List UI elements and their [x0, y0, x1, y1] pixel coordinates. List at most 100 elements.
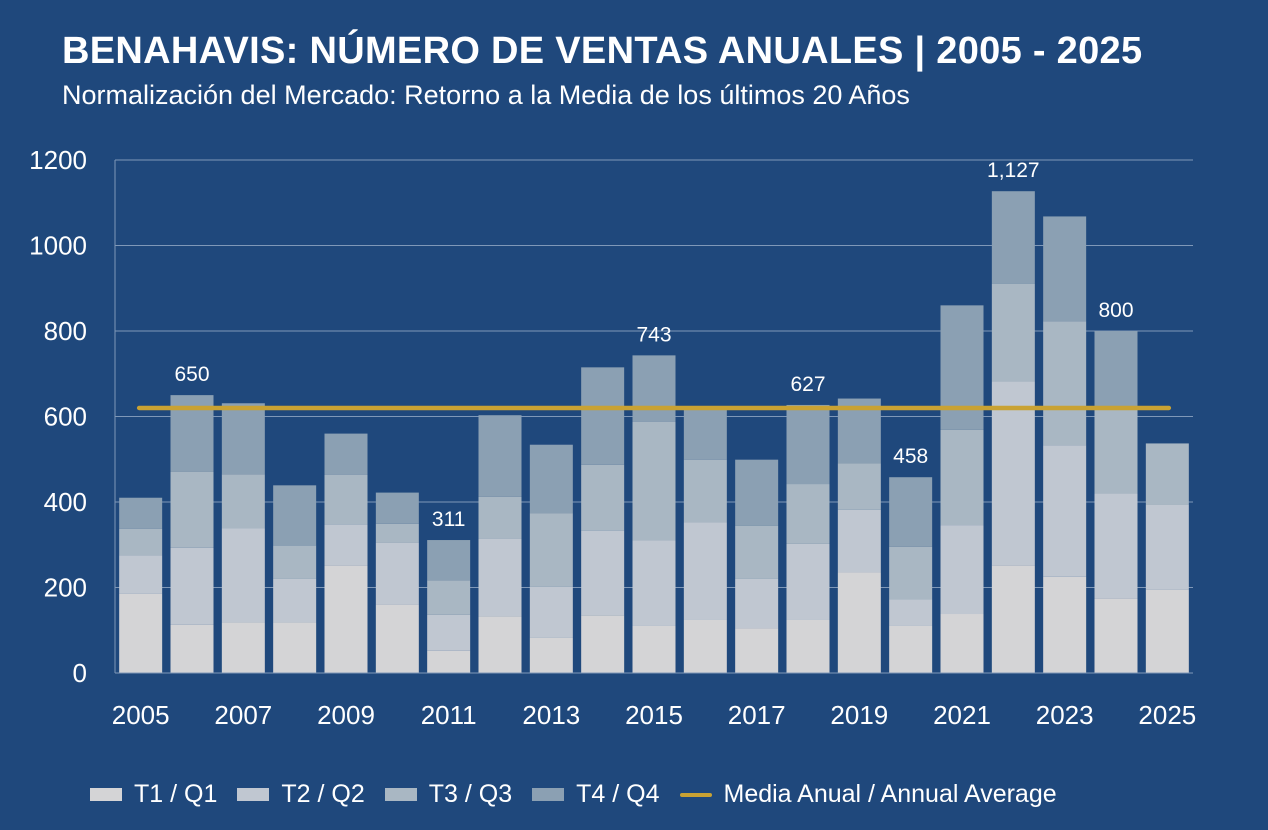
data-label-2024: 800 — [1098, 299, 1133, 322]
y-tick-label-1200: 1200 — [29, 145, 87, 175]
bar-2023-q3 — [1043, 321, 1087, 446]
bar-2010-q2 — [375, 542, 419, 605]
legend-swatch-q4 — [532, 788, 565, 801]
x-tick-label-2025: 2025 — [1138, 700, 1196, 730]
x-tick-label-2011: 2011 — [421, 700, 477, 730]
bar-2007-q3 — [221, 474, 265, 529]
bar-2012-q1 — [478, 616, 522, 673]
bar-2012-q4 — [478, 415, 522, 497]
bar-2008-q2 — [273, 578, 317, 623]
x-tick-label-2019: 2019 — [830, 700, 888, 730]
y-tick-label-600: 600 — [44, 402, 87, 432]
y-tick-label-200: 200 — [44, 573, 87, 603]
x-tick-label-2005: 2005 — [112, 700, 170, 730]
x-tick-label-2021: 2021 — [933, 700, 991, 730]
bar-2022-q4 — [991, 191, 1035, 284]
bar-2025-q3 — [1145, 443, 1189, 505]
bar-2005-q4 — [119, 497, 163, 529]
bar-2007-q1 — [221, 622, 265, 673]
legend-item-q2: T2 / Q2 — [237, 780, 365, 809]
bar-2007-q4 — [221, 403, 265, 475]
bar-2014-q1 — [581, 615, 625, 673]
bar-2024-q1 — [1094, 598, 1138, 673]
bar-2009-q4 — [324, 433, 368, 475]
data-label-2006: 650 — [174, 363, 209, 386]
bar-2025-q2 — [1145, 504, 1189, 590]
bar-2016-q1 — [683, 619, 727, 673]
x-tick-label-2009: 2009 — [317, 700, 375, 730]
data-label-2011: 311 — [432, 508, 465, 531]
legend-item-q4: T4 / Q4 — [532, 780, 660, 809]
bar-2016-q4 — [683, 406, 727, 460]
bar-2021-q2 — [940, 525, 984, 615]
x-tick-label-2017: 2017 — [728, 700, 786, 730]
bar-2015-q1 — [632, 625, 676, 673]
bar-2011-q3 — [427, 580, 471, 615]
x-tick-label-2015: 2015 — [625, 700, 683, 730]
bar-2013-q4 — [529, 444, 573, 514]
bar-2006-q3 — [170, 471, 214, 548]
bar-2024-q2 — [1094, 493, 1138, 599]
bar-2018-q2 — [786, 543, 830, 620]
x-tick-label-2007: 2007 — [214, 700, 272, 730]
chart-title: BENAHAVIS: NÚMERO DE VENTAS ANUALES | 20… — [62, 30, 1143, 72]
bar-2019-q2 — [837, 509, 881, 573]
legend-item-q3: T3 / Q3 — [384, 780, 513, 809]
legend-label-q1: T1 / Q1 — [134, 780, 218, 808]
chart-subtitle: Normalización del Mercado: Retorno a la … — [62, 80, 910, 110]
bar-2014-q3 — [581, 464, 625, 531]
legend-label-q2: T2 / Q2 — [281, 780, 365, 808]
bar-2009-q2 — [324, 524, 368, 566]
bar-2022-q2 — [991, 381, 1035, 566]
legend-swatch-average — [679, 792, 712, 797]
bar-2023-q4 — [1043, 216, 1087, 322]
bar-2015-q3 — [632, 421, 676, 541]
bar-2008-q4 — [273, 485, 317, 546]
bar-2024-q4 — [1094, 331, 1138, 410]
bar-2011-q2 — [427, 614, 471, 651]
y-tick-label-0: 0 — [73, 658, 87, 688]
bar-2008-q3 — [273, 545, 317, 579]
bar-2013-q3 — [529, 513, 573, 587]
bar-2011-q1 — [427, 650, 471, 673]
bar-2015-q4 — [632, 355, 676, 422]
bar-2010-q3 — [375, 523, 419, 543]
bar-2020-q2 — [889, 599, 933, 626]
bar-2006-q1 — [170, 624, 214, 673]
bar-2020-q3 — [889, 546, 933, 600]
bar-2007-q2 — [221, 528, 265, 623]
data-label-2015: 743 — [636, 323, 671, 346]
bar-2021-q3 — [940, 429, 984, 526]
bar-2017-q1 — [735, 628, 779, 673]
bar-2015-q2 — [632, 540, 676, 626]
bar-2005-q3 — [119, 528, 163, 556]
bar-2012-q2 — [478, 538, 522, 617]
legend-swatch-q1 — [90, 788, 122, 801]
bar-2017-q2 — [735, 578, 779, 629]
bar-2009-q1 — [324, 565, 368, 673]
bar-2020-q1 — [889, 625, 933, 673]
bar-2013-q2 — [529, 586, 573, 638]
bar-2018-q3 — [786, 484, 830, 544]
bar-2019-q3 — [837, 463, 881, 510]
x-tick-label-2013: 2013 — [522, 700, 580, 730]
bar-2005-q2 — [119, 555, 163, 594]
legend-swatch-q3 — [384, 788, 417, 801]
bar-2016-q2 — [683, 522, 727, 620]
x-tick-label-2023: 2023 — [1036, 700, 1094, 730]
bar-2023-q2 — [1043, 445, 1087, 577]
bar-2023-q1 — [1043, 576, 1087, 673]
bar-2022-q3 — [991, 283, 1035, 382]
bar-2010-q1 — [375, 604, 419, 673]
stacked-bar-chart: 0 200 400 600 800 1000 1200 2005 2007 2009 2011 201… — [29, 145, 1196, 730]
bar-2010-q4 — [375, 492, 419, 524]
legend-item-q1: T1 / Q1 — [90, 780, 217, 809]
bar-2021-q4 — [940, 305, 984, 430]
data-label-2022: 1,127 — [987, 159, 1040, 182]
data-label-2018: 627 — [790, 373, 825, 396]
legend-label-q3: T3 / Q3 — [428, 780, 513, 808]
bar-2025-q1 — [1145, 589, 1189, 673]
y-tick-label-1000: 1000 — [29, 231, 87, 261]
y-tick-label-800: 800 — [44, 316, 87, 346]
bar-2012-q3 — [478, 496, 522, 539]
